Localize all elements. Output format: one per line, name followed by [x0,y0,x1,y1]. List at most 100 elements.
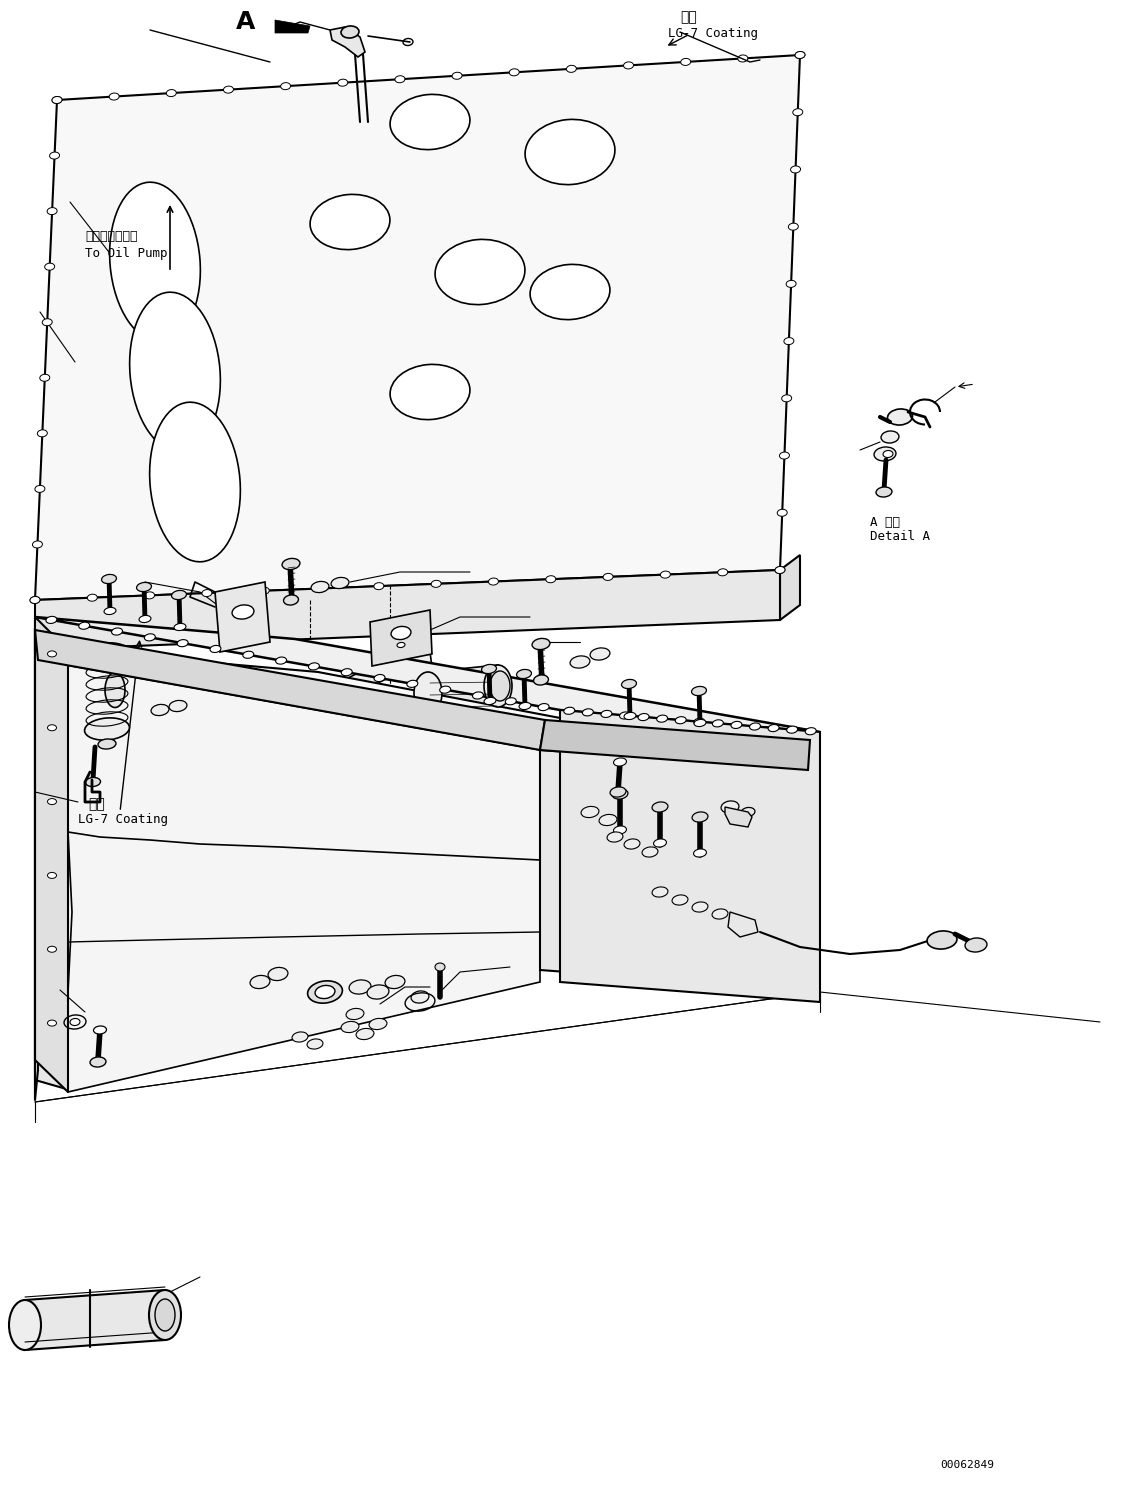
Ellipse shape [155,1300,175,1331]
Ellipse shape [145,634,155,642]
Ellipse shape [243,651,254,658]
Ellipse shape [749,724,761,730]
Ellipse shape [342,668,352,676]
Ellipse shape [517,670,532,679]
Polygon shape [35,630,38,1100]
Ellipse shape [308,1038,323,1049]
Ellipse shape [775,567,785,573]
Ellipse shape [357,1028,374,1040]
Ellipse shape [202,589,212,597]
Ellipse shape [232,604,254,619]
Ellipse shape [35,485,44,492]
Text: A: A [236,10,255,34]
Ellipse shape [490,671,510,701]
Polygon shape [35,630,544,750]
Ellipse shape [88,594,97,601]
Ellipse shape [509,69,519,76]
Ellipse shape [781,395,792,401]
Ellipse shape [675,716,686,724]
Ellipse shape [691,686,706,695]
Ellipse shape [137,582,151,591]
Ellipse shape [694,849,706,856]
Ellipse shape [452,72,462,79]
Ellipse shape [44,263,55,270]
Polygon shape [370,610,432,665]
Ellipse shape [105,673,125,707]
Ellipse shape [90,1056,106,1067]
Ellipse shape [251,976,270,989]
Polygon shape [85,651,130,734]
Ellipse shape [308,980,343,1003]
Ellipse shape [341,25,359,37]
Ellipse shape [38,430,48,437]
Ellipse shape [614,758,626,765]
Text: 塗布: 塗布 [680,10,697,24]
Ellipse shape [145,592,155,598]
Ellipse shape [151,704,169,716]
Ellipse shape [385,976,405,989]
Polygon shape [428,665,498,715]
Ellipse shape [210,646,221,652]
Ellipse shape [530,264,609,319]
Polygon shape [274,19,310,33]
Ellipse shape [48,873,57,879]
Ellipse shape [611,786,626,797]
Ellipse shape [718,568,728,576]
Ellipse shape [506,698,516,704]
Ellipse shape [48,946,57,952]
Ellipse shape [398,643,405,648]
Ellipse shape [622,679,637,689]
Ellipse shape [887,409,912,425]
Ellipse shape [69,1019,80,1025]
Ellipse shape [48,1021,57,1026]
Text: To Oil Pump: To Oil Pump [85,248,167,261]
Ellipse shape [280,82,290,90]
Ellipse shape [374,583,384,589]
Ellipse shape [346,1009,364,1019]
Ellipse shape [721,801,739,813]
Ellipse shape [338,79,347,87]
Ellipse shape [367,985,388,1000]
Ellipse shape [784,337,794,345]
Polygon shape [35,630,69,1091]
Ellipse shape [694,718,705,725]
Ellipse shape [657,715,667,722]
Ellipse shape [32,542,42,548]
Ellipse shape [435,962,445,971]
Ellipse shape [582,709,593,716]
Text: 塗布: 塗布 [88,797,105,812]
Ellipse shape [310,194,390,249]
Ellipse shape [374,674,385,682]
Ellipse shape [731,721,741,728]
Ellipse shape [876,486,892,497]
Ellipse shape [795,52,805,58]
Ellipse shape [624,713,636,719]
Ellipse shape [48,651,57,656]
Ellipse shape [52,97,62,103]
Ellipse shape [276,656,287,664]
Ellipse shape [775,567,785,573]
Ellipse shape [46,616,57,624]
Ellipse shape [681,58,690,66]
Ellipse shape [174,624,186,631]
Ellipse shape [260,588,269,594]
Ellipse shape [790,166,801,173]
Ellipse shape [525,119,615,185]
Ellipse shape [712,719,723,727]
Ellipse shape [882,431,899,443]
Ellipse shape [411,991,429,1003]
Polygon shape [728,912,757,937]
Polygon shape [35,618,68,1092]
Ellipse shape [149,403,240,562]
Ellipse shape [599,815,617,825]
Ellipse shape [169,700,187,712]
Ellipse shape [489,577,499,585]
Ellipse shape [48,725,57,731]
Ellipse shape [311,582,329,592]
Text: オイルポンプへ: オイルポンプへ [85,230,138,243]
Ellipse shape [927,931,957,949]
Ellipse shape [741,807,755,816]
Polygon shape [215,582,270,652]
Ellipse shape [786,280,796,288]
Ellipse shape [581,806,599,818]
